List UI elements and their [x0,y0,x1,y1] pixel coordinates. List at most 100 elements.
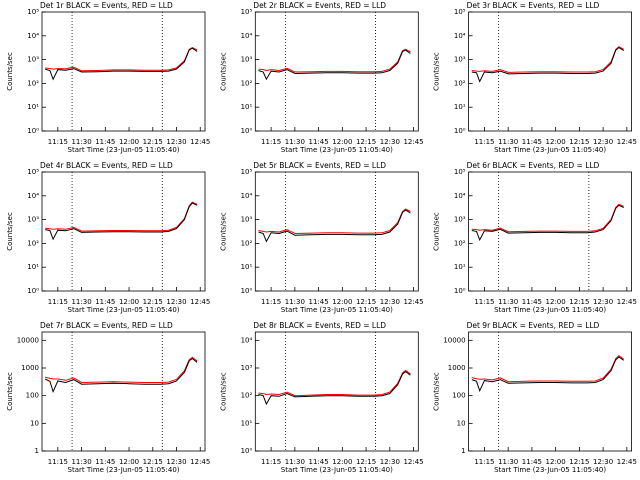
panel-title: Det 7r BLACK = Events, RED = LLD [40,321,173,330]
y-tick-label: 10 [30,419,39,427]
x-axis-label: Start Time (23-Jun-05 11:05:40) [494,306,606,314]
x-axis-label: Start Time (23-Jun-05 11:05:40) [68,466,180,474]
y-tick-label: 10⁵ [27,8,39,16]
y-tick-label: 10² [454,239,466,247]
x-tick-label: 11:30 [498,138,518,146]
y-tick-label: 10⁴ [27,32,39,40]
series-line [258,209,411,243]
x-tick-label: 12:00 [332,138,352,146]
x-tick-label: 12:15 [569,458,589,466]
x-axis-label: Start Time (23-Jun-05 11:05:40) [281,306,393,314]
x-tick-label: 12:30 [593,298,613,306]
x-tick-label: 12:15 [143,458,163,466]
panel-title: Det 3r BLACK = Events, RED = LLD [467,1,600,10]
y-axis-label: Counts/sec [219,372,227,411]
plot-frame [41,11,206,132]
y-tick-label: 10⁰ [454,287,466,295]
x-tick-label: 12:00 [332,458,352,466]
y-axis-label: Counts/sec [6,372,14,411]
x-tick-label: 11:15 [48,458,68,466]
plot-frame [254,11,419,132]
y-tick-label: 10¹ [241,103,253,111]
series-line [471,46,624,73]
x-tick-label: 11:30 [285,138,305,146]
series-line [471,356,624,393]
x-tick-label: 11:45 [95,458,115,466]
x-tick-label: 12:30 [166,298,186,306]
x-tick-label: 11:15 [261,458,281,466]
y-axis-label: Counts/sec [6,212,14,251]
y-tick-label: 10² [454,79,466,87]
series-line [258,48,411,73]
y-tick-label: 100 [452,392,465,400]
plot-frame [41,331,206,452]
y-tick-label: 10² [241,392,253,400]
x-tick-label: 11:45 [95,138,115,146]
x-tick-label: 11:30 [71,298,91,306]
x-tick-label: 12:00 [546,458,566,466]
series-line [258,369,411,397]
y-tick-label: 10¹ [241,419,253,427]
x-tick-label: 11:30 [498,458,518,466]
x-tick-label: 11:45 [309,458,329,466]
y-tick-label: 10¹ [27,103,39,111]
plot-frame [468,331,633,452]
y-tick-label: 10⁵ [454,168,466,176]
x-tick-label: 12:45 [617,298,637,306]
y-tick-label: 10⁴ [454,192,466,200]
series-line [471,46,624,83]
y-tick-label: 10¹ [454,263,466,271]
panel-title: Det 6r BLACK = Events, RED = LLD [467,161,600,170]
y-tick-label: 10² [241,239,253,247]
x-tick-label: 11:15 [261,138,281,146]
x-tick-label: 12:00 [119,138,139,146]
series-line [45,202,198,241]
y-tick-label: 10⁵ [241,168,253,176]
y-tick-label: 10⁰ [27,127,39,135]
y-tick-label: 10 [457,419,466,427]
y-tick-label: 10000 [443,336,465,344]
plot-frame [468,11,633,132]
x-tick-label: 11:15 [261,298,281,306]
series-line [258,370,411,406]
y-axis-label: Counts/sec [433,372,441,411]
y-tick-label: 10² [241,79,253,87]
panel-title: Det 4r BLACK = Events, RED = LLD [40,161,173,170]
y-tick-label: 10⁴ [241,336,253,344]
y-tick-label: 10³ [27,216,39,224]
x-tick-label: 12:30 [166,138,186,146]
x-tick-label: 11:45 [522,458,542,466]
y-tick-label: 10³ [241,364,253,372]
x-tick-label: 12:45 [190,458,210,466]
series-line [258,208,411,235]
x-tick-label: 12:15 [143,298,163,306]
y-tick-label: 10⁰ [454,127,466,135]
y-tick-label: 10⁴ [241,32,253,40]
y-tick-label: 10¹ [27,263,39,271]
y-tick-label: 10³ [241,216,253,224]
x-tick-label: 12:45 [403,298,423,306]
plot-frame [254,331,419,452]
x-tick-label: 12:15 [569,138,589,146]
x-tick-label: 12:30 [380,458,400,466]
series-line [44,357,198,394]
y-tick-label: 10¹ [454,103,466,111]
series-line [45,47,198,72]
series-line [258,49,411,81]
series-line [471,203,624,233]
x-tick-label: 11:45 [309,298,329,306]
x-tick-label: 11:15 [474,458,494,466]
x-tick-label: 12:15 [569,298,589,306]
y-tick-label: 1 [35,447,39,455]
y-tick-label: 1 [461,447,465,455]
x-tick-label: 12:30 [593,458,613,466]
y-tick-label: 10³ [454,216,466,224]
x-axis-label: Start Time (23-Jun-05 11:05:40) [281,466,393,474]
x-tick-label: 12:45 [403,138,423,146]
y-axis-label: Counts/sec [219,52,227,91]
panel-title: Det 8r BLACK = Events, RED = LLD [253,321,386,330]
x-axis-label: Start Time (23-Jun-05 11:05:40) [68,306,180,314]
x-tick-label: 11:45 [522,298,542,306]
y-tick-label: 10⁵ [454,8,466,16]
